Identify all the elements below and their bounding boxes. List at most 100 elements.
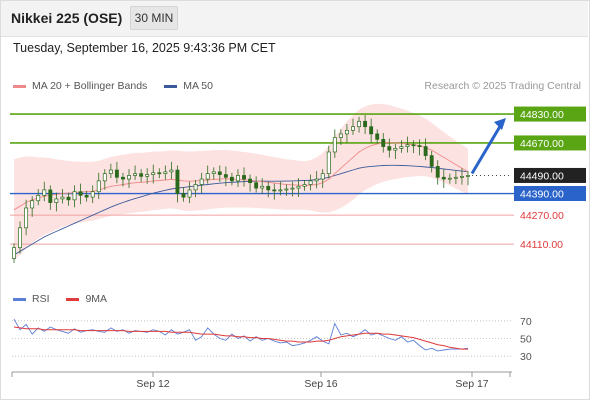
candle-body	[314, 178, 319, 182]
time-tick-label: Sep 16	[304, 378, 337, 390]
rsi-tick-label: 30	[520, 351, 532, 363]
candle-body	[466, 175, 470, 177]
copyright-text: Research © 2025 Trading Central	[424, 80, 581, 92]
candle-body	[423, 146, 428, 156]
legend-9ma: 9MA	[66, 293, 107, 305]
candle-body	[169, 169, 174, 173]
candle-body	[381, 138, 386, 147]
candle-body	[399, 146, 404, 149]
candle-body	[459, 176, 464, 178]
candle-body	[42, 189, 47, 196]
ma50-swatch	[164, 84, 178, 88]
candle-body	[357, 120, 361, 128]
candle-body	[429, 155, 434, 167]
candle-body	[145, 174, 150, 177]
candle-body	[236, 175, 240, 182]
candle-body	[393, 148, 398, 151]
candle-body	[296, 185, 301, 189]
candle-body	[447, 177, 452, 180]
candle-body	[338, 133, 343, 138]
price-panel: 44830.00 44670.00 44490.00 44390.00 44270.00…	[10, 103, 586, 264]
timestamp: Tuesday, September 16, 2025 9:43:36 PM C…	[13, 41, 276, 55]
candle-body	[102, 173, 107, 182]
candle-body	[260, 185, 265, 189]
candle-body	[205, 173, 210, 180]
candle-body	[72, 191, 77, 201]
candle-body	[272, 189, 277, 192]
9ma-swatch	[66, 297, 80, 301]
legend-ma50: MA 50	[164, 80, 213, 92]
legend-ma20: MA 20 + Bollinger Bands	[13, 80, 147, 92]
candle-body	[326, 151, 331, 175]
level-label-box	[514, 167, 586, 183]
candle-body	[223, 174, 228, 178]
candle-body	[12, 247, 16, 259]
legend-ma20-label: MA 20 + Bollinger Bands	[32, 80, 148, 92]
level-label: 44830.00	[520, 109, 564, 121]
level-label: 44390.00	[520, 189, 564, 201]
rsi-tick-label: 70	[520, 316, 532, 328]
rsi-line	[13, 318, 469, 352]
ma20-line	[13, 142, 469, 211]
rsi-legend: RSI 9MA	[13, 293, 121, 305]
candle-body	[375, 133, 380, 140]
timeframe-button[interactable]: 30 MIN	[130, 6, 178, 30]
candle-body	[332, 137, 337, 153]
candle-body	[24, 207, 29, 229]
legend-rsi-label: RSI	[32, 293, 50, 305]
level-label-box	[514, 106, 586, 122]
price-legend: MA 20 + Bollinger Bands MA 50	[13, 80, 227, 92]
candle-body	[308, 180, 313, 185]
candle-body	[254, 182, 259, 189]
rsi-panel: 70 50 30	[12, 316, 532, 363]
level-label: 44110.00	[520, 239, 563, 251]
candle-body	[363, 120, 368, 128]
level-label-box	[514, 135, 586, 151]
candle-body	[90, 191, 95, 198]
candle-body	[217, 171, 222, 175]
level-label: 44670.00	[520, 138, 564, 150]
rsi-tick-label: 50	[520, 334, 532, 346]
candle-body	[248, 178, 253, 184]
candle-body	[84, 194, 89, 198]
candle-body	[453, 176, 458, 179]
candle-body	[320, 173, 325, 180]
level-label: 44270.00	[520, 210, 564, 222]
candle-body	[417, 145, 422, 148]
candle-body	[66, 196, 71, 201]
rsi-9ma-line	[13, 326, 468, 350]
candle-body	[181, 193, 186, 198]
candle-body	[30, 200, 35, 209]
candle-body	[211, 171, 216, 175]
candle-body	[266, 185, 271, 191]
candle-body	[36, 194, 41, 202]
level-label: 44490.00	[520, 170, 564, 182]
legend-ma50-label: MA 50	[183, 80, 213, 92]
legend-9ma-label: 9MA	[85, 293, 108, 305]
time-tick-label: Sep 17	[455, 378, 488, 390]
candle-body	[78, 191, 83, 196]
candle-body	[151, 172, 156, 175]
candle-body	[411, 144, 416, 147]
candle-body	[18, 227, 23, 249]
candle-body	[187, 189, 192, 198]
projection-arrow-head	[494, 118, 506, 131]
instrument-title: Nikkei 225 (OSE)	[11, 10, 123, 26]
ma50-line	[13, 164, 469, 256]
candle-body	[229, 176, 234, 182]
time-tick-label: Sep 12	[136, 378, 169, 390]
candle-body	[127, 175, 131, 180]
candle-body	[133, 173, 138, 176]
candle-body	[351, 126, 355, 131]
candle-body	[435, 166, 440, 178]
candle-body	[199, 178, 204, 185]
candle-body	[54, 198, 59, 203]
candle-body	[369, 126, 374, 135]
level-label-box	[514, 186, 586, 202]
candle-body	[121, 176, 125, 180]
candle-body	[96, 180, 101, 193]
candle-body	[387, 146, 392, 151]
candle-body	[139, 173, 144, 177]
candle-body	[284, 188, 289, 191]
